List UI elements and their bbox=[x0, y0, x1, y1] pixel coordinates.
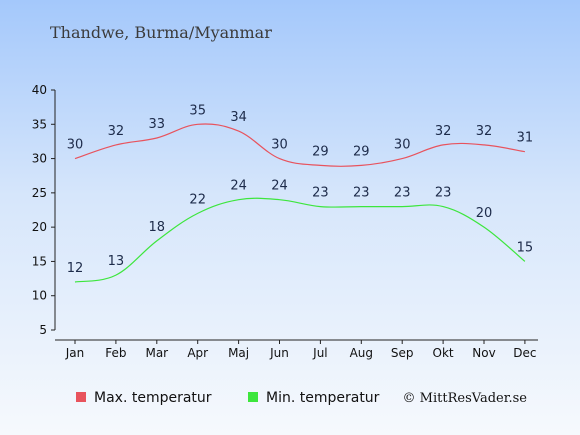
x-tick-label: Jan bbox=[65, 346, 85, 360]
data-label-max: 32 bbox=[108, 124, 125, 139]
y-tick-label: 15 bbox=[32, 254, 47, 268]
data-label-max: 32 bbox=[476, 124, 493, 139]
x-tick-label: Mar bbox=[145, 346, 168, 360]
chart-title: Thandwe, Burma/Myanmar bbox=[50, 23, 272, 42]
data-label-min: 13 bbox=[108, 254, 125, 269]
chart-series bbox=[74, 123, 526, 283]
series-line-min bbox=[74, 197, 526, 283]
x-tick-label: Sep bbox=[391, 346, 414, 360]
data-label-min: 15 bbox=[517, 240, 534, 255]
x-tick-label: Okt bbox=[433, 346, 454, 360]
x-tick-label: Dec bbox=[513, 346, 536, 360]
x-tick-label: Jul bbox=[312, 346, 327, 360]
data-label-max: 35 bbox=[189, 103, 206, 118]
data-label-min: 18 bbox=[149, 220, 166, 235]
series-line-max bbox=[74, 123, 525, 167]
chart-data-labels: 30 32 33 35 34 30 29 29 30 32 32 31 12 13 18 22 24 24 23 23… bbox=[67, 103, 533, 276]
data-label-min: 23 bbox=[353, 186, 370, 201]
data-label-min: 22 bbox=[189, 192, 206, 207]
data-label-max: 30 bbox=[271, 138, 288, 153]
chart-legend: Max. temperatur Min. temperatur bbox=[76, 390, 380, 406]
data-label-max: 31 bbox=[517, 131, 534, 146]
x-tick-label: Aug bbox=[350, 346, 373, 360]
y-tick-label: 20 bbox=[32, 220, 47, 234]
y-tick-label: 5 bbox=[39, 323, 47, 337]
data-label-max: 29 bbox=[312, 144, 329, 159]
credit-text: © MittResVader.se bbox=[403, 391, 528, 406]
x-tick-label: Feb bbox=[105, 346, 126, 360]
y-tick-label: 35 bbox=[32, 117, 47, 131]
data-label-min: 12 bbox=[67, 261, 84, 276]
data-label-min: 24 bbox=[230, 179, 247, 194]
legend-label-min: Min. temperatur bbox=[266, 390, 380, 406]
y-tick-label: 30 bbox=[32, 152, 47, 166]
x-tick-label: Apr bbox=[187, 346, 208, 360]
data-label-max: 30 bbox=[67, 138, 84, 153]
data-label-min: 20 bbox=[476, 206, 493, 221]
data-label-min: 23 bbox=[394, 186, 411, 201]
data-label-max: 30 bbox=[394, 138, 411, 153]
legend-swatch-max bbox=[76, 392, 86, 402]
data-label-max: 29 bbox=[353, 144, 370, 159]
x-tick-label: Jun bbox=[269, 346, 289, 360]
y-tick-label: 25 bbox=[32, 186, 47, 200]
data-label-min: 23 bbox=[435, 186, 452, 201]
legend-swatch-min bbox=[248, 392, 258, 402]
data-label-min: 23 bbox=[312, 186, 329, 201]
x-tick-label: Maj bbox=[228, 346, 249, 360]
data-label-min: 24 bbox=[271, 179, 288, 194]
legend-label-max: Max. temperatur bbox=[94, 390, 212, 406]
data-label-max: 34 bbox=[230, 110, 247, 125]
chart-axes: 5 10 15 20 25 30 35 40 Jan Feb Mar Apr Maj Jun Jul Aug S… bbox=[32, 83, 538, 360]
y-tick-label: 10 bbox=[32, 289, 47, 303]
y-tick-label: 40 bbox=[32, 83, 47, 97]
data-label-max: 32 bbox=[435, 124, 452, 139]
data-label-max: 33 bbox=[149, 117, 166, 132]
x-tick-label: Nov bbox=[472, 346, 495, 360]
